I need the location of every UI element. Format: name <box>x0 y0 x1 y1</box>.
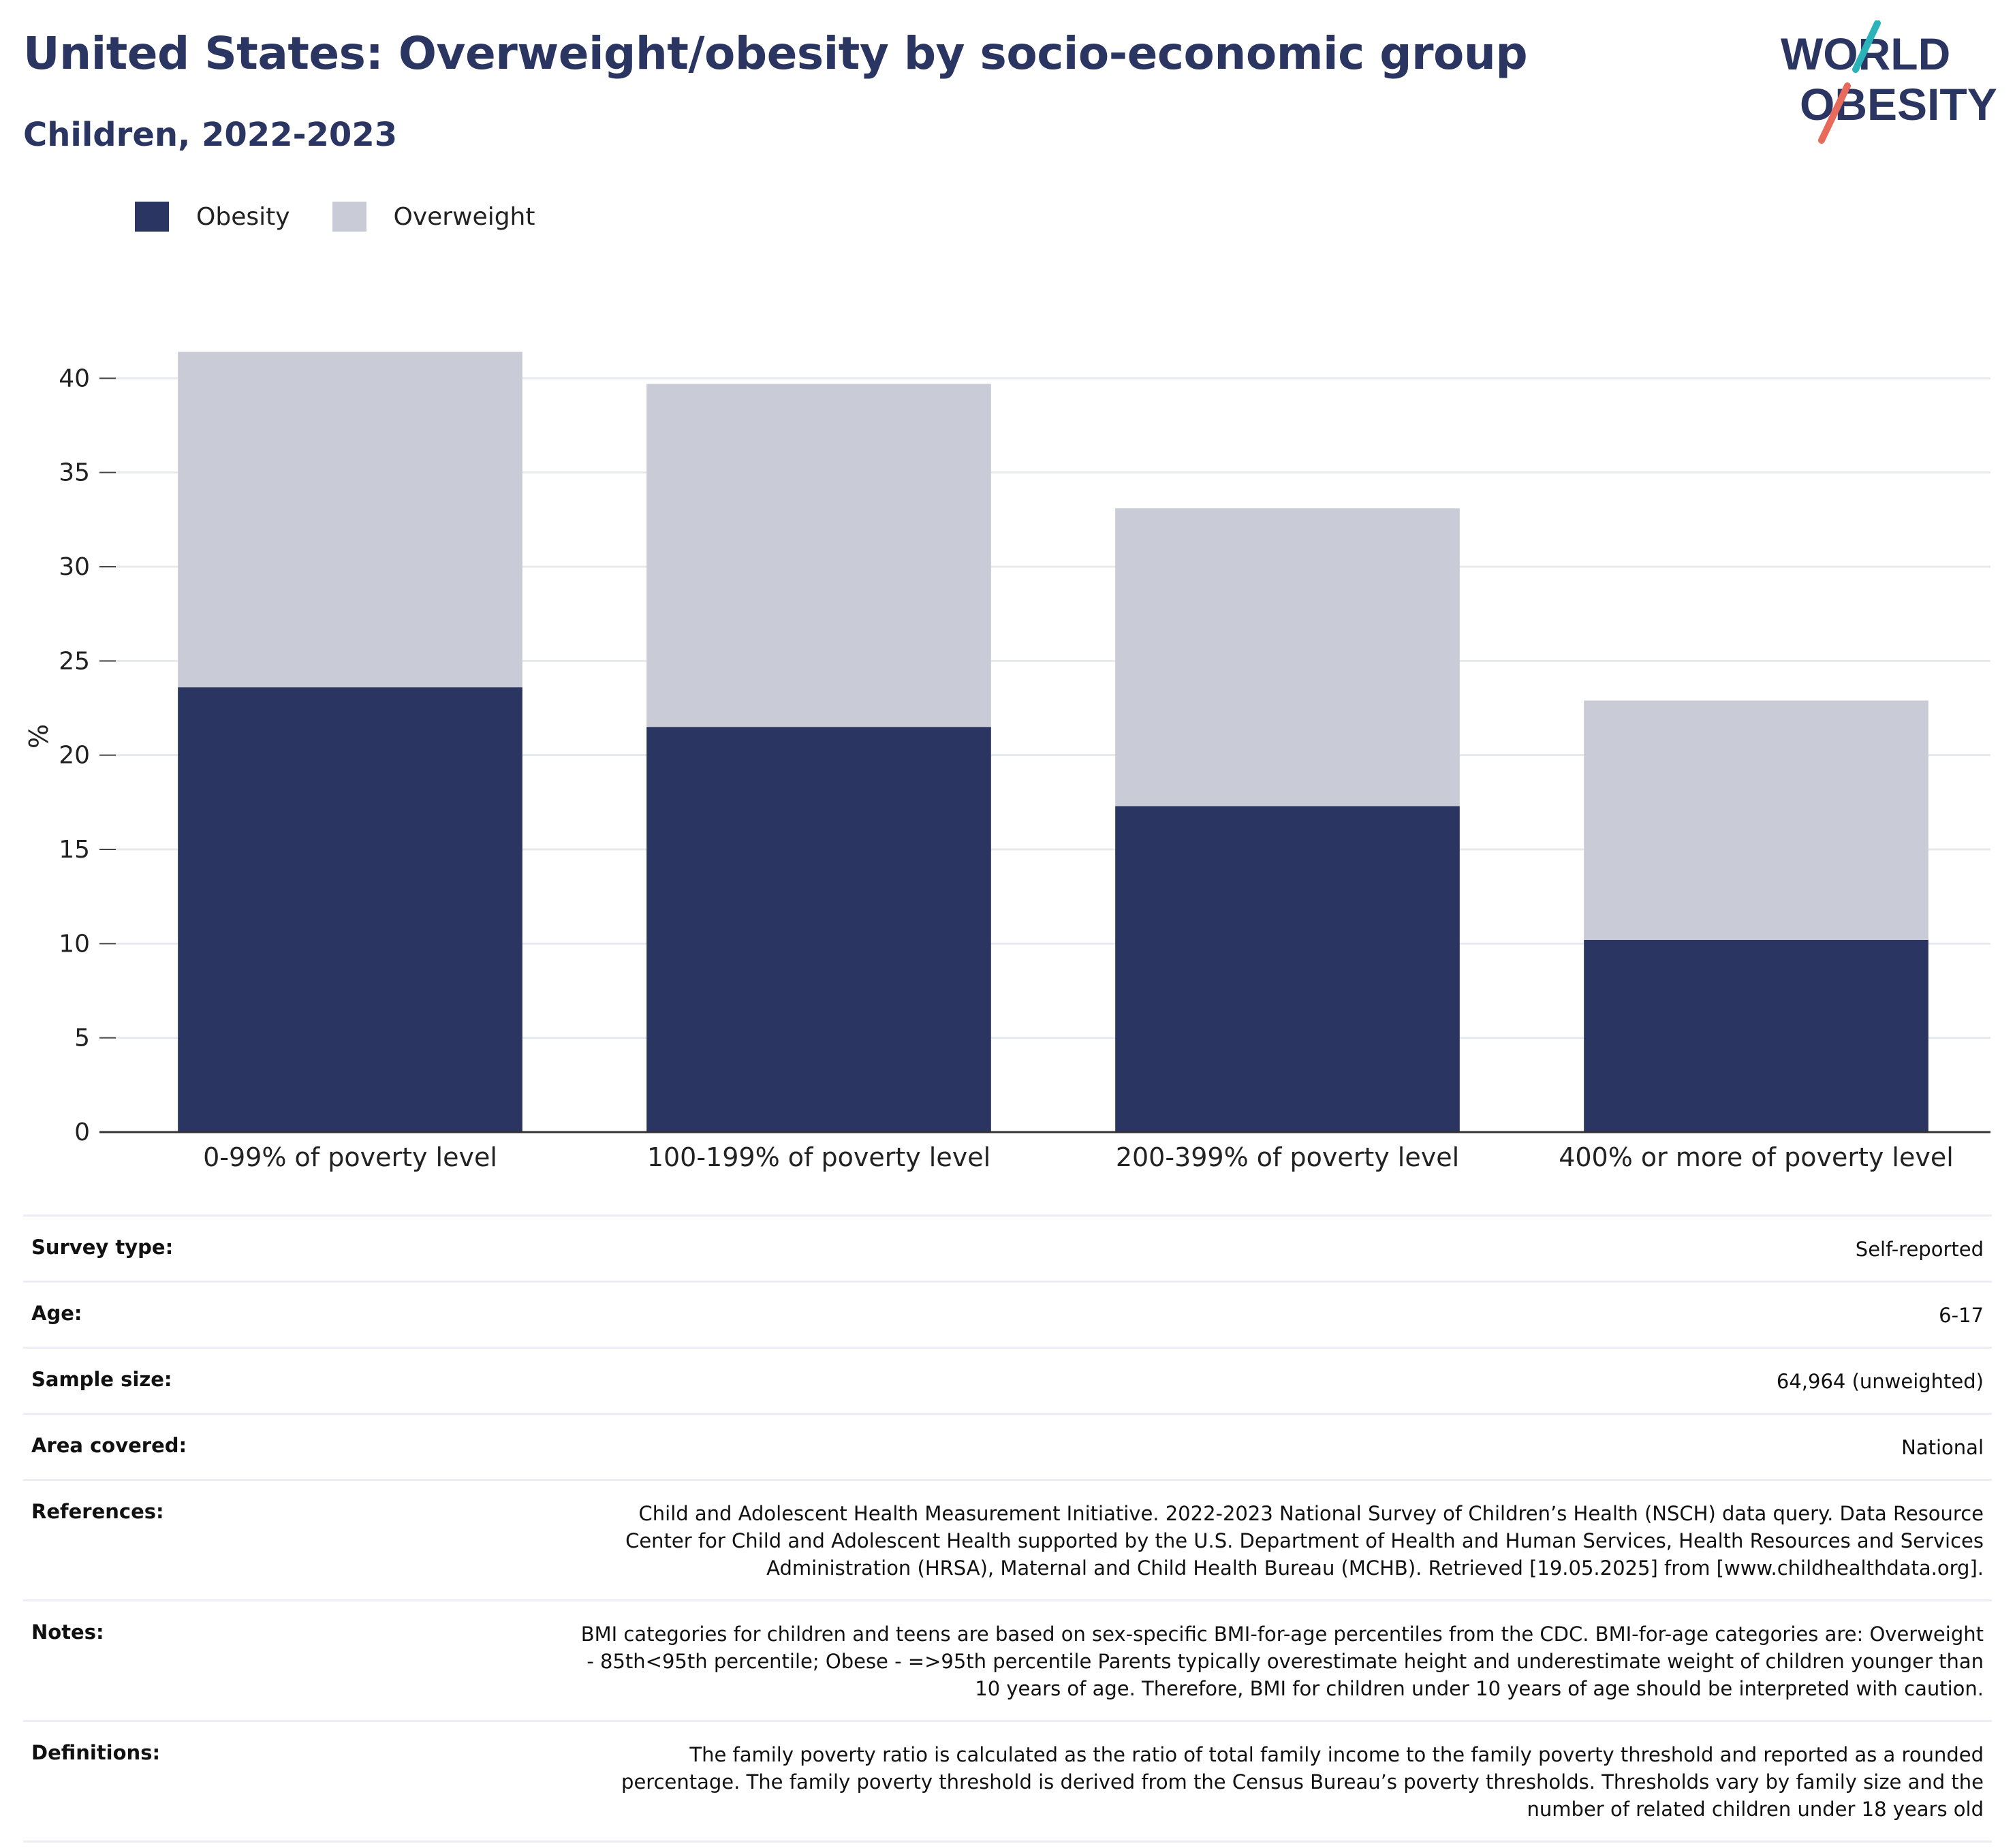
x-category-label: 200-399% of poverty level <box>1116 1142 1459 1172</box>
meta-key: Sample size: <box>31 1368 172 1392</box>
meta-row-survey-type: Survey type: Self-reported <box>23 1215 1992 1281</box>
y-tick-label: 40 <box>59 364 90 392</box>
logo-slash-teal <box>1852 20 1881 73</box>
meta-row-references: References: Child and Adolescent Health … <box>23 1479 1992 1599</box>
bar-obesity-3 <box>1115 806 1460 1132</box>
stacked-bar-chart: 0 5 10 15 20 25 30 35 40% 0-99% of poverty level 1… <box>24 351 1990 1172</box>
bar-obesity-2 <box>646 727 991 1132</box>
meta-value: 64,964 (unweighted) <box>1776 1370 1984 1394</box>
y-tick-label: 35 <box>59 459 90 487</box>
x-category-label: 400% or more of poverty level <box>1559 1142 1954 1172</box>
legend-swatch-obesity <box>135 202 169 232</box>
legend-label-obesity: Obesity <box>196 202 290 231</box>
meta-row-definitions: Definitions: The family poverty ratio is… <box>23 1720 1992 1843</box>
meta-key: Notes: <box>31 1620 104 1644</box>
meta-value: National <box>1901 1436 1984 1460</box>
x-category-label: 0-99% of poverty level <box>203 1142 497 1172</box>
page-subtitle: Children, 2022-2023 <box>23 116 398 154</box>
meta-row-area-covered: Area covered: National <box>23 1413 1992 1479</box>
meta-value: BMI categories for children and teens ar… <box>580 1623 1984 1701</box>
y-tick-label: 25 <box>59 647 90 675</box>
bar-obesity-1 <box>178 687 522 1132</box>
y-tick-label: 5 <box>74 1024 90 1052</box>
page-title: United States: Overweight/obesity by soc… <box>23 27 1528 80</box>
bar-overweight-3 <box>1115 508 1460 806</box>
meta-row-age: Age: 6-17 <box>23 1281 1992 1347</box>
legend-label-overweight: Overweight <box>393 202 535 231</box>
bar-overweight-1 <box>178 351 522 688</box>
x-category-label: 100-199% of poverty level <box>647 1142 990 1172</box>
legend-item-overweight[interactable]: Overweight <box>332 202 535 232</box>
bar-overweight-2 <box>646 383 991 727</box>
meta-value: Self-reported <box>1855 1238 1984 1261</box>
y-tick-label: 10 <box>59 930 90 958</box>
legend-swatch-overweight <box>332 202 366 232</box>
meta-value: 6-17 <box>1939 1304 1984 1328</box>
world-obesity-logo: WORLD OBESITY <box>1781 20 1997 144</box>
y-axis-title: % <box>24 724 54 749</box>
y-tick-label: 30 <box>59 553 90 581</box>
meta-row-sample-size: Sample size: 64,964 (unweighted) <box>23 1347 1992 1413</box>
logo-slash-coral <box>1818 82 1851 144</box>
meta-key: Age: <box>31 1302 82 1326</box>
meta-key: Survey type: <box>31 1236 174 1259</box>
y-tick-label: 0 <box>74 1118 90 1146</box>
meta-key: Area covered: <box>31 1434 187 1458</box>
meta-key: References: <box>31 1500 164 1524</box>
bar-overweight-4 <box>1584 700 1928 940</box>
y-tick-label: 15 <box>59 836 90 864</box>
meta-value: The family poverty ratio is calculated a… <box>621 1743 1984 1821</box>
meta-value: Child and Adolescent Health Measurement … <box>625 1502 1984 1580</box>
meta-row-notes: Notes: BMI categories for children and t… <box>23 1599 1992 1720</box>
metadata-table: Survey type: Self-reported Age: 6-17 Sam… <box>23 1215 1992 1843</box>
bar-obesity-4 <box>1584 939 1928 1132</box>
chart-legend: Obesity Overweight <box>135 202 577 232</box>
y-tick-label: 20 <box>59 742 90 770</box>
meta-key: Definitions: <box>31 1741 161 1765</box>
legend-item-obesity[interactable]: Obesity <box>135 202 290 232</box>
